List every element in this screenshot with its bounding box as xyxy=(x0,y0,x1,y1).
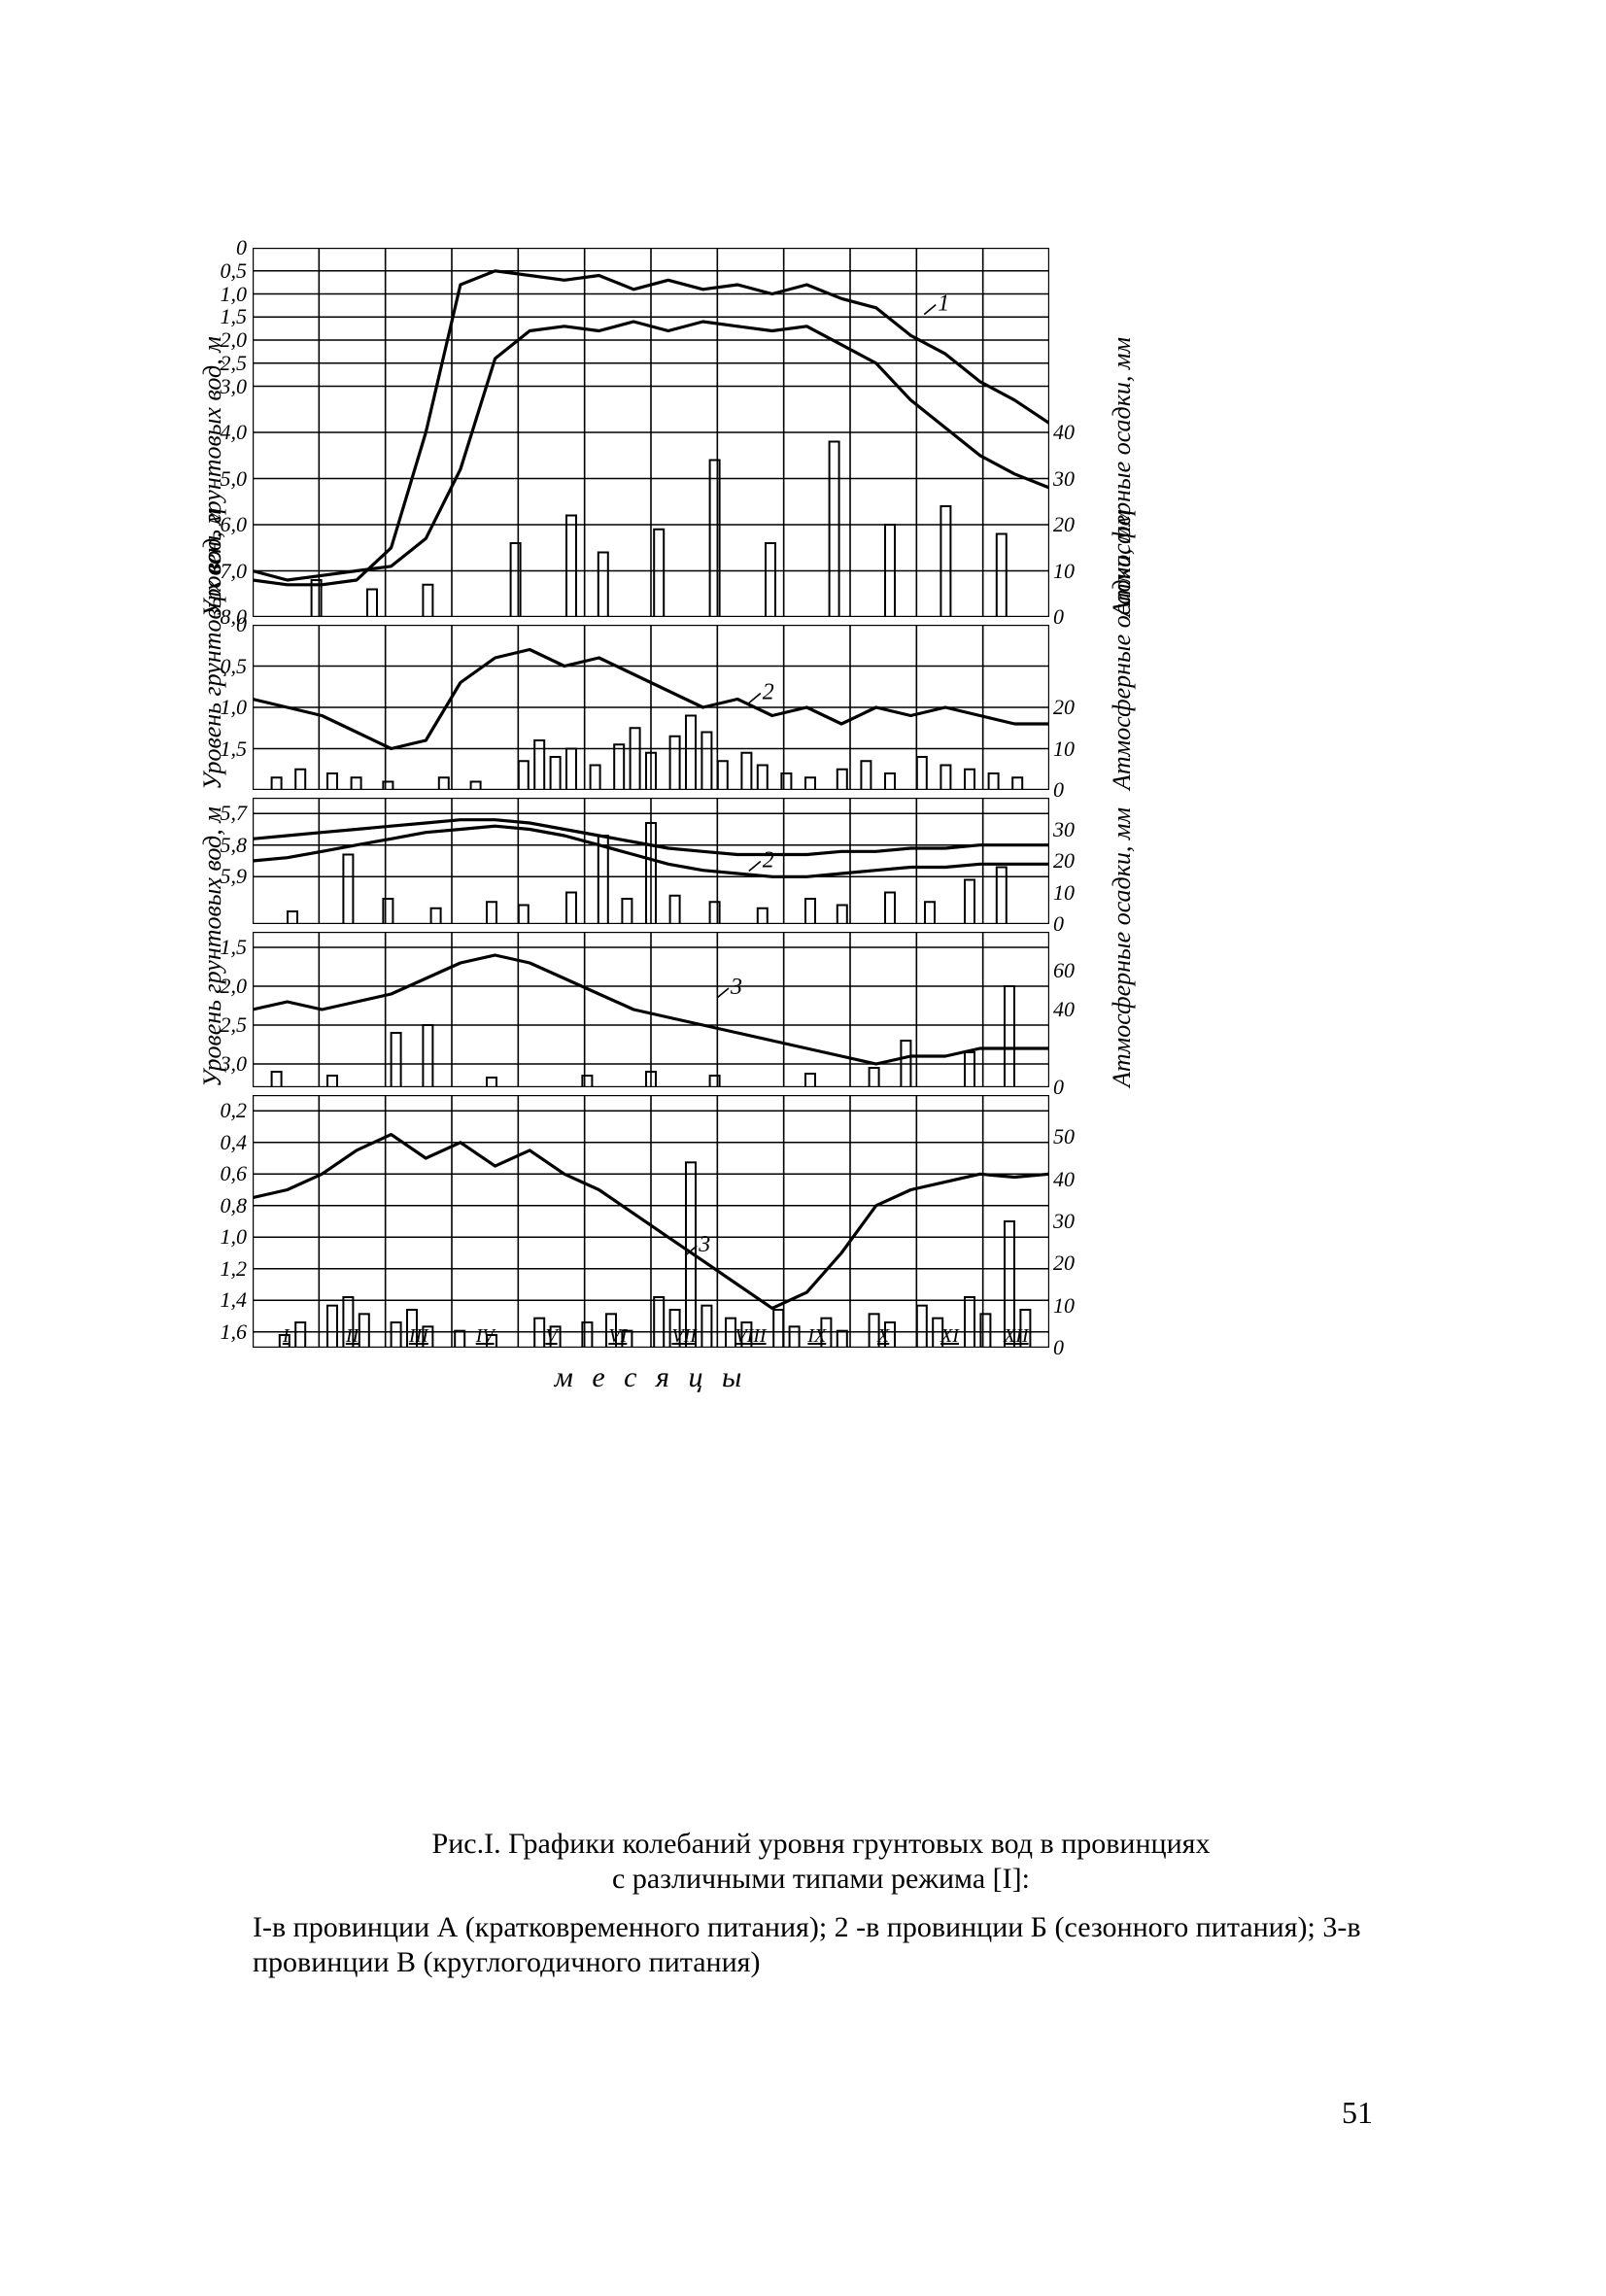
ytick-left: 1,5 xyxy=(221,304,248,329)
ytick-right: 20 xyxy=(1053,695,1075,720)
series-label: 3 xyxy=(730,975,742,1000)
ytick-right: 50 xyxy=(1053,1124,1075,1149)
ytick-left: 0 xyxy=(236,235,247,260)
ytick-left: 1,6 xyxy=(221,1319,248,1345)
ytick-right: 0 xyxy=(1053,777,1064,803)
ytick-right: 40 xyxy=(1053,997,1075,1022)
series-label: 2 xyxy=(763,848,774,874)
ytick-left: 0,4 xyxy=(221,1130,248,1155)
ytick-left: 0,6 xyxy=(221,1161,248,1186)
ytick-left: 1,0 xyxy=(221,1224,248,1250)
ytick-right: 20 xyxy=(1053,1251,1075,1276)
chart-panel-p2: 00,51,01,5010202Уровень грунтовых вод, м… xyxy=(253,625,1049,790)
series-label: 2 xyxy=(763,680,774,705)
axis-label-left: Уровень грунтовых вод, м xyxy=(198,509,227,790)
ytick-right: 20 xyxy=(1053,512,1075,537)
chart-panel-p5: 0,20,40,60,81,01,21,41,6010203040503IIII… xyxy=(253,1095,1049,1348)
chart-svg: 1 xyxy=(253,248,1049,617)
ytick-right: 10 xyxy=(1053,737,1075,762)
ytick-right: 60 xyxy=(1053,958,1075,983)
month-label: XI xyxy=(940,1325,960,1347)
month-label: XII xyxy=(1003,1325,1030,1347)
month-label: IX xyxy=(806,1325,827,1347)
month-label: VI xyxy=(608,1325,628,1347)
month-label: II xyxy=(345,1325,360,1347)
ytick-left: 1,4 xyxy=(221,1287,248,1313)
series-label: 1 xyxy=(938,291,949,317)
ytick-right: 30 xyxy=(1053,817,1075,842)
ytick-left: 0,8 xyxy=(221,1193,248,1218)
month-label: VIII xyxy=(735,1325,768,1347)
caption-title-l2: с различными типами режима [I]: xyxy=(612,1863,1030,1895)
ytick-right: 0 xyxy=(1053,911,1064,937)
series-label: 3 xyxy=(698,1232,710,1257)
page-number: 51 xyxy=(1342,2095,1373,2131)
ytick-right: 10 xyxy=(1053,1293,1075,1319)
month-label: X xyxy=(876,1325,890,1347)
chart-panel-p1: 00,51,01,52,02,53,04,05,06,07,08,0010203… xyxy=(253,248,1049,617)
ytick-right: 20 xyxy=(1053,848,1075,874)
ytick-left: 0,5 xyxy=(221,258,248,284)
chart-svg: 3IIIIIIIVVVIVIIVIIIIXXXIXII xyxy=(253,1095,1049,1348)
ytick-right: 0 xyxy=(1053,1075,1064,1100)
month-label: VII xyxy=(671,1325,698,1347)
ytick-right: 0 xyxy=(1053,1335,1064,1360)
chart-stack: 00,51,01,52,02,53,04,05,06,07,08,0010203… xyxy=(253,248,1049,1394)
ytick-left: 1,0 xyxy=(221,282,248,307)
caption-body: I-в провинции А (кратковременного питани… xyxy=(253,1910,1389,1980)
axis-label-left: Уровень грунтовых вод, м xyxy=(198,806,227,1087)
ytick-left: 0 xyxy=(236,612,247,637)
caption-title-l1: Рис.I. Графики колебаний уровня грунтовы… xyxy=(432,1828,1211,1860)
ytick-left: 1,2 xyxy=(221,1256,248,1282)
chart-svg: 2 xyxy=(253,798,1049,924)
ytick-right: 30 xyxy=(1053,466,1075,492)
chart-panel-p3: 5,75,85,901020302 xyxy=(253,798,1049,924)
axis-label-right: Атмосферные осадки, мм xyxy=(1108,807,1137,1087)
ytick-right: 40 xyxy=(1053,1167,1075,1192)
month-label: I xyxy=(282,1325,290,1347)
ytick-right: 40 xyxy=(1053,420,1075,445)
ytick-right: 0 xyxy=(1053,604,1064,630)
chart-panel-p4: 1,52,02,53,0040603Уровень грунтовых вод,… xyxy=(253,932,1049,1087)
ytick-right: 30 xyxy=(1053,1209,1075,1234)
chart-svg: 2 xyxy=(253,625,1049,790)
xaxis-title: м е с я ц ы xyxy=(253,1361,1049,1394)
figure-caption: Рис.I. Графики колебаний уровня грунтовы… xyxy=(253,1827,1389,1980)
ytick-right: 10 xyxy=(1053,880,1075,906)
ytick-right: 10 xyxy=(1053,559,1075,584)
month-label: V xyxy=(545,1325,560,1347)
axis-label-right: Атмосферные осадки, мм xyxy=(1108,510,1137,790)
ytick-left: 0,2 xyxy=(221,1098,248,1123)
month-label: IV xyxy=(475,1325,497,1347)
chart-svg: 3 xyxy=(253,932,1049,1087)
month-label: III xyxy=(408,1325,429,1347)
